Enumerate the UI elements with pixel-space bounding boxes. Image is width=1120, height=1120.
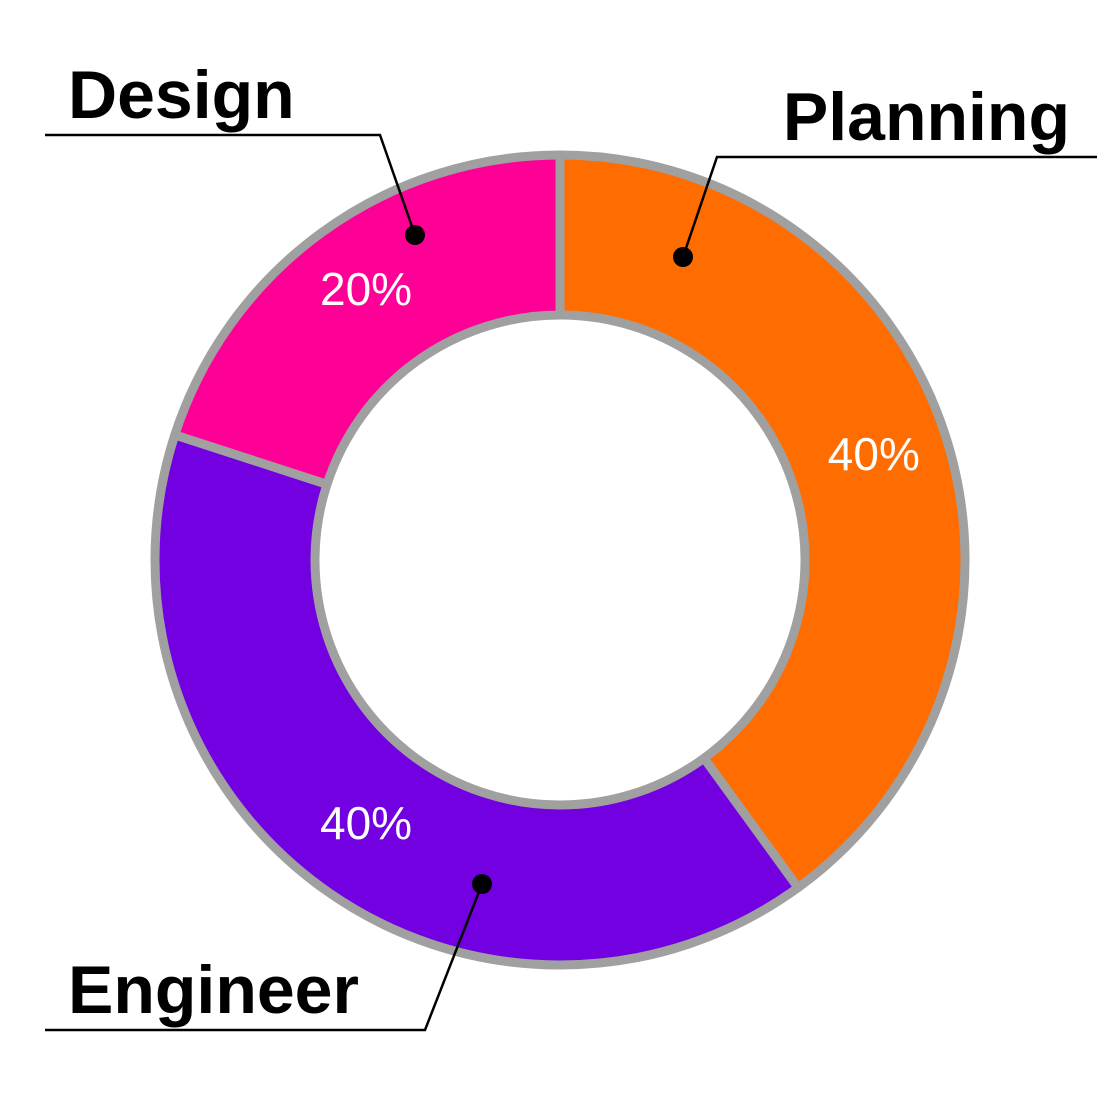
value-label: 40% (320, 797, 412, 849)
category-label: Planning (783, 79, 1070, 155)
donut-slice (555, 150, 970, 893)
donut-slice (150, 430, 803, 970)
callout-line (681, 155, 1097, 258)
value-label: 40% (828, 428, 920, 480)
donut-slice (170, 150, 565, 489)
callout-line (45, 133, 417, 236)
category-label: Design (68, 57, 295, 133)
category-label: Engineer (68, 952, 359, 1028)
value-label: 20% (320, 263, 412, 315)
callout-dot (673, 247, 693, 267)
callout-dot (405, 225, 425, 245)
callout-line (45, 883, 484, 1032)
callout-dot (472, 874, 492, 894)
